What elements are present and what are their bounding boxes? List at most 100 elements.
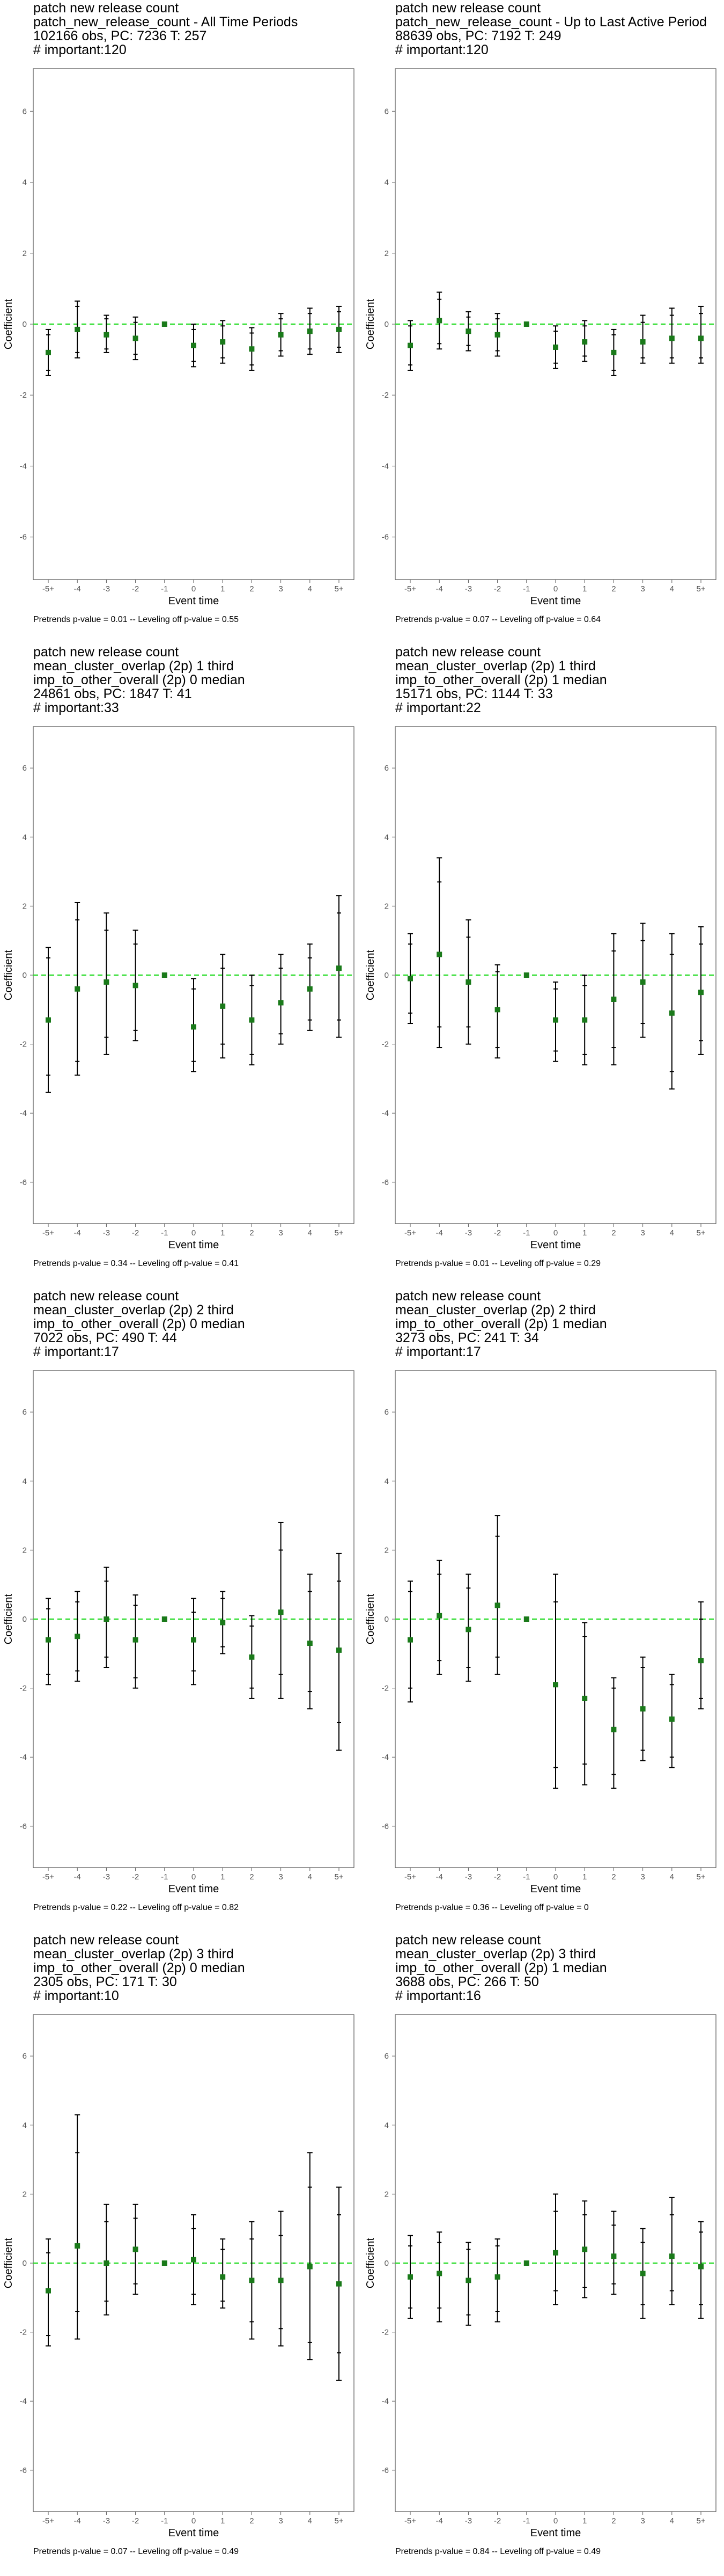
y-tick-label: -6 [382, 1178, 389, 1187]
point-estimate [161, 1616, 167, 1622]
point-estimate [698, 2264, 704, 2270]
x-tick-label: 4 [308, 584, 312, 594]
y-axis-title: Coefficient [3, 1593, 14, 1644]
estimate-group [640, 1656, 646, 1761]
x-tick-label: 1 [220, 1228, 225, 1238]
x-tick-label: 1 [220, 2516, 225, 2526]
y-tick-label: 0 [23, 320, 27, 329]
y-axis-title: Coefficient [3, 949, 14, 1000]
x-tick-label: 1 [582, 1228, 587, 1238]
estimate-group [220, 954, 226, 1059]
x-axis-title: Event time [530, 1883, 581, 1895]
x-tick-label: 2 [249, 1872, 254, 1882]
estimate-group [104, 2204, 109, 2316]
point-estimate [104, 2260, 109, 2266]
p-value-footnote: Pretrends p-value = 0.84 -- Leveling off… [395, 2547, 601, 2556]
x-tick-label: -1 [161, 1872, 168, 1882]
x-tick-label: 1 [582, 2516, 587, 2526]
chart-panel: patch new release count mean_cluster_over… [0, 1288, 362, 1932]
estimate-group [611, 1677, 617, 1789]
estimate-group [307, 943, 313, 1031]
y-tick-label: -2 [20, 2328, 27, 2337]
x-tick-label: 4 [308, 1872, 312, 1882]
point-estimate [307, 1641, 313, 1646]
x-tick-label: 0 [553, 1228, 558, 1238]
estimate-group [494, 2238, 500, 2323]
estimate-group [191, 1598, 196, 1686]
chart-title-line: # important:17 [33, 1344, 119, 1359]
point-estimate [161, 2260, 167, 2266]
x-tick-label: 2 [249, 1228, 254, 1238]
chart-title: patch new release count patch_new_release… [33, 1, 298, 57]
chart-plot: -6 -4 -2 0 2 4 6 -5+ -4 -3 -2 -1 0 1 2 3 4 5+ Event time Co… [365, 726, 716, 1251]
p-value-footnote: Pretrends p-value = 0.07 -- Leveling off… [33, 2547, 239, 2556]
y-tick-label: 2 [385, 249, 389, 258]
x-tick-label: 1 [220, 1872, 225, 1882]
estimate-group [132, 2204, 138, 2295]
point-estimate [669, 1716, 675, 1722]
y-axis-title: Coefficient [365, 298, 376, 349]
y-tick-label: -2 [20, 391, 27, 400]
x-tick-label: 2 [611, 1872, 616, 1882]
y-tick-label: -6 [382, 1822, 389, 1831]
point-estimate [132, 335, 138, 341]
chart-title-line: patch new release count [395, 1289, 541, 1304]
x-tick-label: 1 [582, 1872, 587, 1882]
estimate-group [75, 2114, 80, 2340]
point-estimate [46, 1637, 51, 1643]
chart-title-line: 15171 obs, PC: 1144 T: 33 [395, 686, 553, 701]
y-axis-title: Coefficient [365, 1593, 376, 1644]
estimate-group [220, 2238, 226, 2309]
point-estimate [408, 342, 413, 348]
point-estimate [307, 986, 313, 992]
y-tick-label: 4 [23, 833, 27, 842]
estimate-group [408, 1580, 413, 1703]
point-estimate [466, 2278, 471, 2284]
chart-title-line: 2305 obs, PC: 171 T: 30 [33, 1974, 177, 1989]
y-tick-label: 6 [23, 2052, 27, 2061]
point-estimate [191, 1637, 196, 1643]
x-tick-label: 5+ [334, 2516, 343, 2526]
x-tick-label: -1 [523, 1228, 530, 1238]
x-tick-label: 4 [308, 2516, 312, 2526]
estimate-group [336, 305, 342, 353]
point-estimate [336, 2281, 342, 2287]
point-estimate [408, 2274, 413, 2280]
x-tick-label: -3 [465, 584, 472, 594]
estimate-group [437, 291, 442, 350]
p-value-footnote: Pretrends p-value = 0.01 -- Leveling off… [33, 615, 239, 624]
plot-frame [33, 726, 354, 1224]
x-tick-label: -2 [494, 584, 501, 594]
estimate-group [46, 947, 51, 1093]
y-tick-label: -2 [20, 1684, 27, 1693]
estimate-group [220, 320, 226, 364]
x-tick-label: -4 [436, 584, 443, 594]
x-tick-label: -5+ [404, 1872, 416, 1882]
estimate-group [523, 972, 529, 978]
point-estimate [278, 2278, 284, 2284]
point-estimate [466, 979, 471, 985]
x-tick-label: -2 [494, 1228, 501, 1238]
estimate-group [494, 313, 500, 357]
x-tick-label: -1 [161, 2516, 168, 2526]
point-estimate [220, 1003, 226, 1009]
chart-plot: -6 -4 -2 0 2 4 6 -5+ -4 -3 -2 -1 0 1 2 3 4 5+ Event time Co… [3, 2014, 354, 2539]
estimate-group [494, 1515, 500, 1675]
point-estimate [220, 339, 226, 345]
x-tick-label: 3 [640, 2516, 645, 2526]
chart-title-line: # important:33 [33, 700, 119, 715]
chart-title-line: 102166 obs, PC: 7236 T: 257 [33, 28, 207, 43]
estimate-group [494, 964, 500, 1059]
x-tick-label: -5+ [42, 584, 54, 594]
y-axis-title: Coefficient [365, 2237, 376, 2288]
x-tick-label: -5+ [404, 584, 416, 594]
x-tick-label: 5+ [334, 1872, 343, 1882]
estimate-group [307, 308, 313, 355]
x-tick-label: 5+ [696, 1872, 705, 1882]
point-estimate [698, 1658, 704, 1664]
point-estimate [640, 979, 646, 985]
chart-title-line: mean_cluster_overlap (2p) 2 third [33, 1302, 234, 1318]
x-tick-label: 2 [611, 584, 616, 594]
x-tick-label: -3 [465, 1872, 472, 1882]
y-tick-label: 6 [23, 1408, 27, 1417]
